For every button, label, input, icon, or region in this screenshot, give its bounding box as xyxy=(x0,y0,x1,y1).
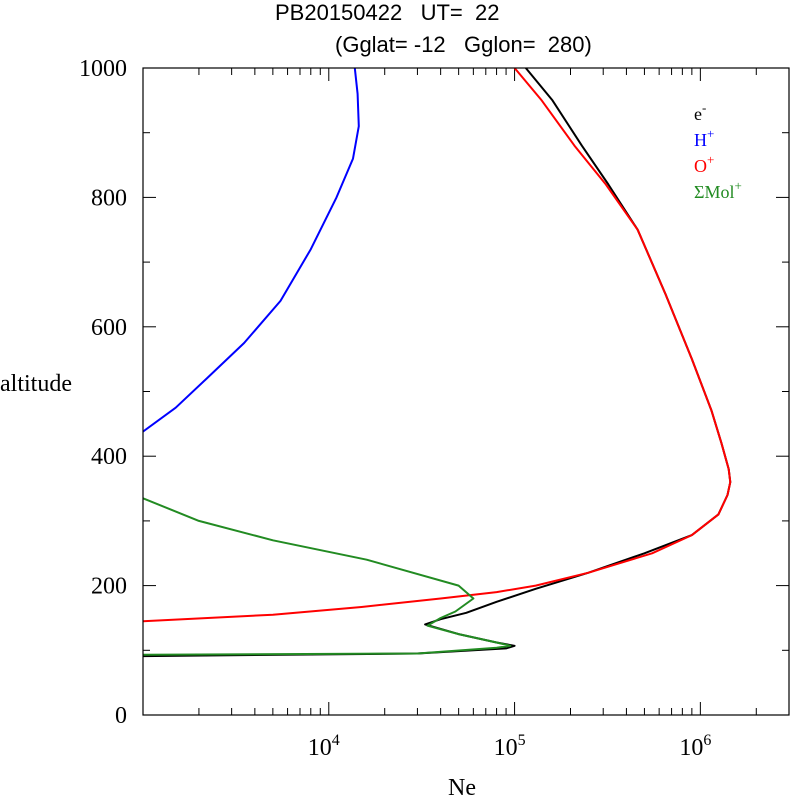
legend-item: e- xyxy=(694,100,706,124)
series-line-H xyxy=(143,68,360,433)
legend-item: ΣMol+ xyxy=(694,178,742,202)
x-tick-label: 104 xyxy=(308,732,340,761)
x-tick-label: 106 xyxy=(679,732,711,761)
y-tick-label: 600 xyxy=(91,315,127,341)
series-line-O xyxy=(143,68,732,623)
x-axis-label: Ne xyxy=(448,775,476,796)
x-tick-label: 105 xyxy=(494,732,526,761)
plot-frame xyxy=(142,67,790,716)
series-line-Mol xyxy=(143,497,512,656)
legend-item: H+ xyxy=(694,126,714,150)
y-tick-label: 0 xyxy=(115,703,127,729)
chart-title-line1: PB20150422 UT= 22 xyxy=(275,0,499,25)
legend-item: O+ xyxy=(694,152,714,176)
series-line-e xyxy=(143,68,732,658)
chart-title-line2: (Gglat= -12 Gglon= 280) xyxy=(335,32,592,57)
y-tick-labels: 0 200 400 600 800 1000 xyxy=(79,56,127,729)
y-tick-label: 1000 xyxy=(79,56,127,82)
x-tick-labels: 104 105 106 xyxy=(308,732,712,761)
y-axis-label: altitude xyxy=(0,371,72,397)
y-tick-label: 400 xyxy=(91,444,127,470)
legend: e-H+O+ΣMol+ xyxy=(694,100,742,202)
series-layer xyxy=(143,68,732,658)
axis-ticks xyxy=(142,67,790,716)
y-tick-label: 800 xyxy=(91,185,127,211)
y-tick-label: 200 xyxy=(91,574,127,600)
